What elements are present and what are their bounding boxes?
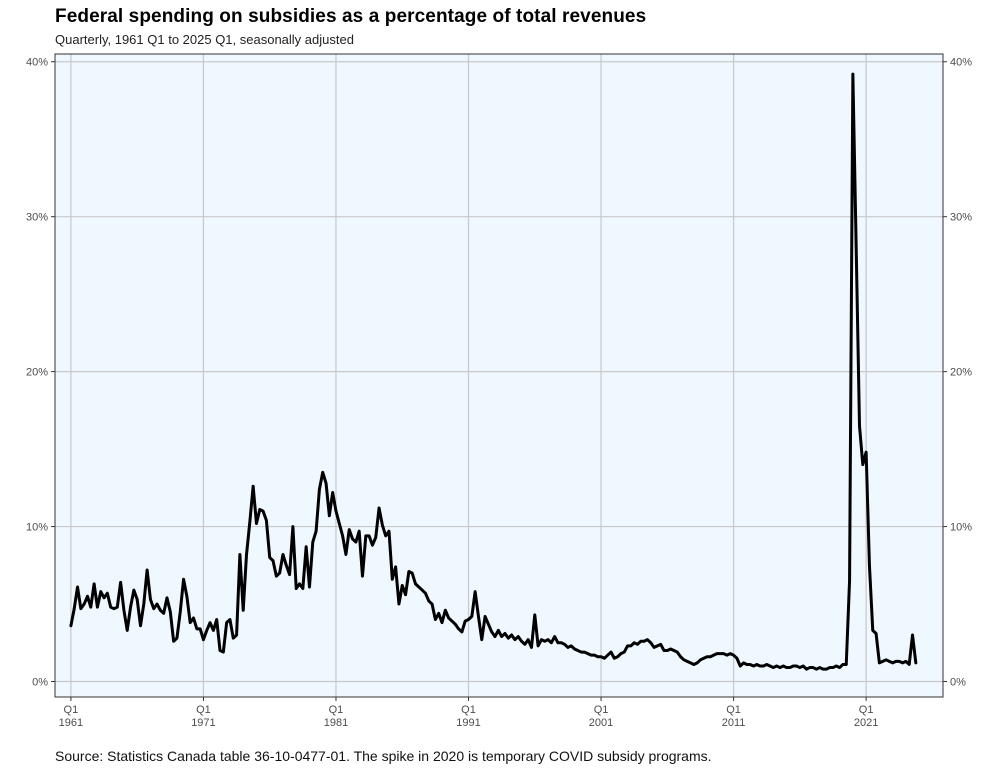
x-tick-label-quarter: Q1 — [726, 704, 741, 716]
x-tick-label-quarter: Q1 — [329, 704, 344, 716]
series-line — [69, 72, 918, 671]
x-tick-label-year: 1961 — [59, 717, 83, 729]
y-tick-label-right: 20% — [950, 367, 972, 379]
x-tick-label-quarter: Q1 — [859, 704, 874, 716]
x-tick-label-quarter: Q1 — [594, 704, 609, 716]
chart-subtitle: Quarterly, 1961 Q1 to 2025 Q1, seasonall… — [55, 32, 354, 47]
y-tick-label-left: 20% — [26, 367, 48, 379]
axis-ticks — [51, 61, 947, 701]
gridlines — [55, 54, 943, 697]
x-tick-label-year: 1971 — [191, 717, 215, 729]
y-tick-label-right: 10% — [950, 522, 972, 534]
y-tick-label-right: 0% — [950, 677, 966, 689]
y-tick-label-right: 40% — [950, 57, 972, 69]
plot-frame — [54, 53, 944, 698]
chart-title: Federal spending on subsidies as a perce… — [55, 6, 647, 27]
x-tick-label-quarter: Q1 — [196, 704, 211, 716]
x-tick-label-quarter: Q1 — [64, 704, 79, 716]
x-tick-label-quarter: Q1 — [461, 704, 476, 716]
y-tick-label-left: 30% — [26, 212, 48, 224]
x-tick-label-year: 1991 — [456, 717, 480, 729]
x-tick-label-year: 2001 — [589, 717, 613, 729]
x-tick-label-year: 1981 — [324, 717, 348, 729]
y-tick-label-left: 10% — [26, 522, 48, 534]
y-tick-label-right: 30% — [950, 212, 972, 224]
x-tick-label-year: 2011 — [722, 717, 746, 729]
axis-labels: 0% 0%10% 10%20% 20%30% 30%40% 40%Q11961Q11971… — [26, 57, 972, 729]
source-caption: Source: Statistics Canada table 36-10-04… — [55, 748, 712, 764]
x-tick-label-year: 2021 — [854, 717, 878, 729]
y-tick-label-left: 40% — [26, 57, 48, 69]
y-tick-label-left: 0% — [32, 677, 48, 689]
